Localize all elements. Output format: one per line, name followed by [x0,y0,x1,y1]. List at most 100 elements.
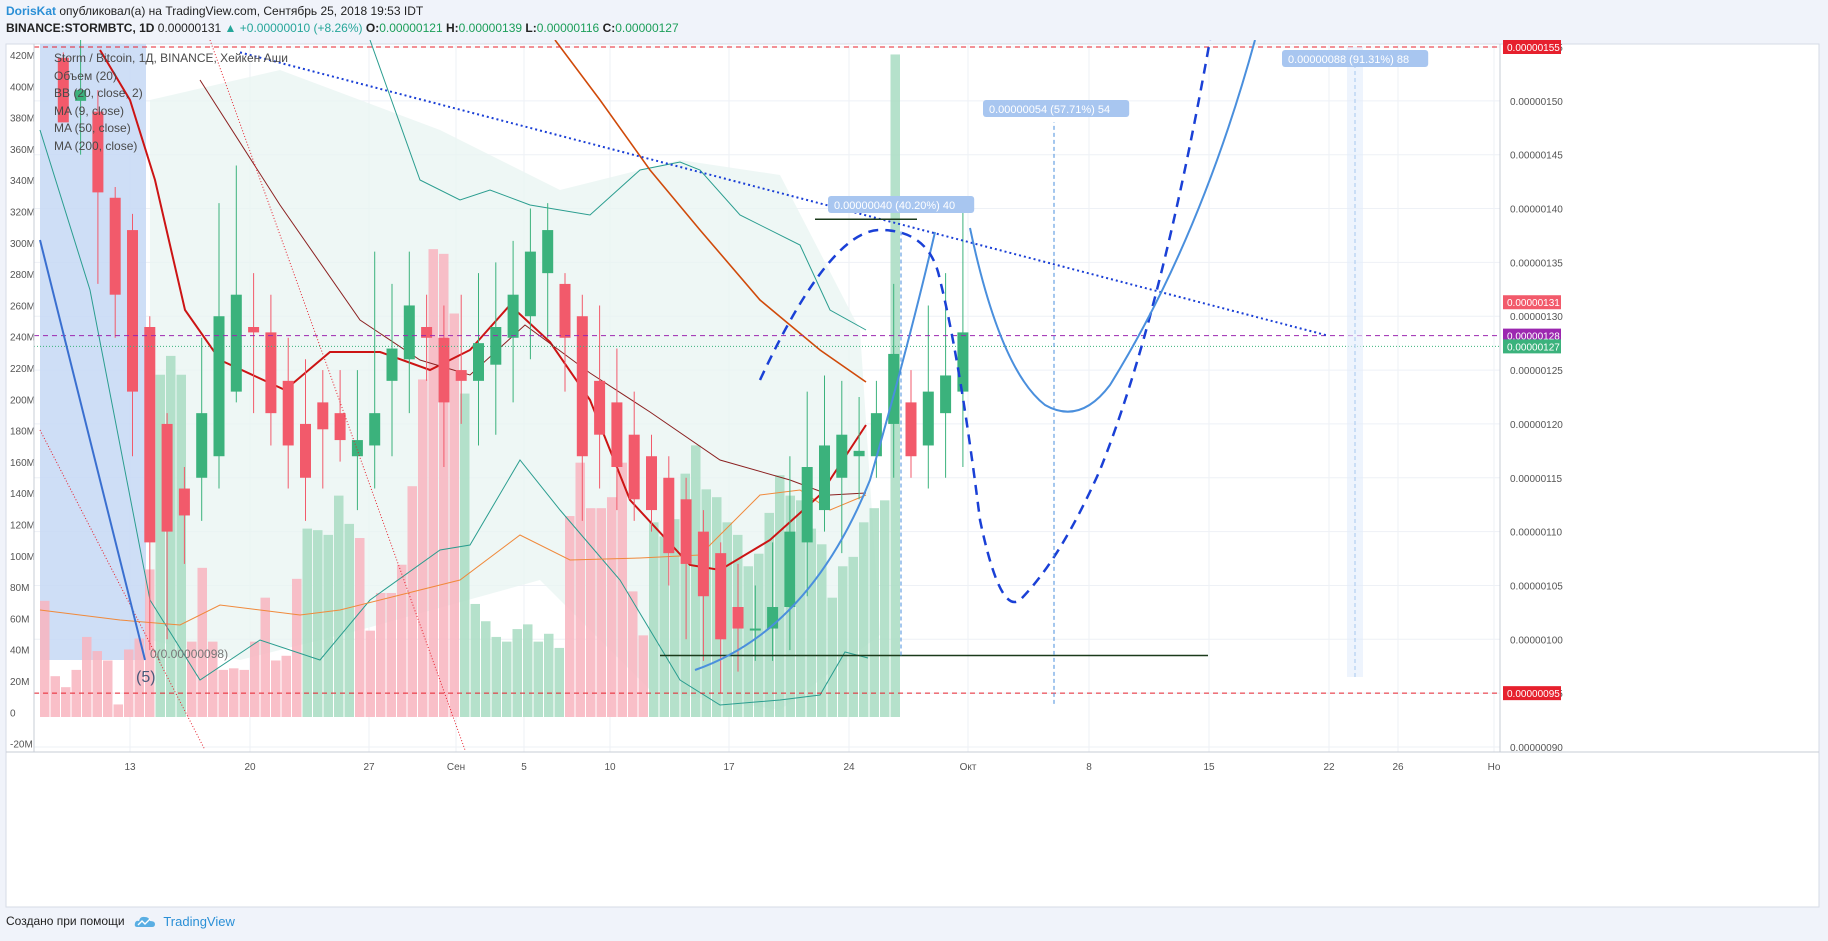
volume-tick-label: 340M [10,176,35,187]
volume-bar [638,635,648,717]
author-link[interactable]: DorisKat [6,4,57,18]
candle-body [611,402,623,467]
volume-tick-label: 120M [10,521,35,532]
volume-bar [334,495,344,717]
candles [57,40,969,694]
volume-bar [869,508,879,717]
candle-body [767,607,779,629]
candle-body [109,197,121,295]
volume-bar [302,528,312,717]
price-label-box [1503,686,1561,701]
volume-bar [260,597,270,717]
volume-tick-label: 140M [10,489,35,500]
time-tick-label: 8 [1086,762,1092,773]
candle-body [351,440,363,457]
candle-body [819,445,830,511]
volume-bar [323,534,333,717]
candle-body [870,413,882,457]
volume-bar [680,473,690,717]
close-value: 0.00000127 [615,21,679,35]
candle-body [178,488,190,516]
tradingview-cloud-icon [134,916,155,927]
price-label-text: 0.00000131 [1507,298,1560,309]
volume-tick-label: 20M [10,677,29,688]
candle-body [957,332,969,392]
legend-volume[interactable]: Объем (20) [54,69,117,83]
volume-bar [859,522,869,717]
volume-bar [806,528,816,717]
volume-bar [407,486,417,717]
legend-ma9[interactable]: MA (9, close) [54,104,124,118]
volume-bar [512,629,522,717]
candle-body [127,230,138,392]
candle-body [282,380,294,446]
bb-upper-line [369,40,867,331]
candle-body [438,337,450,403]
legend-ma200[interactable]: MA (200, close) [54,139,137,153]
ma200-line [554,40,867,383]
bb-lower-line [39,129,869,706]
time-tick-label: 13 [124,762,136,773]
low-value: 0.00000116 [536,21,600,35]
projection-drawings: 0(0.00000098) (5) 0.00000040 (40.20%) 40 0.… [34,40,1500,751]
volume-bar [365,630,375,717]
legend-bb[interactable]: BB (20, close, 2) [54,86,143,100]
volume-bar [848,556,858,717]
price-tick-label: 0.00000125 [1510,366,1563,377]
volume-bar [292,578,302,717]
candle-body [576,316,588,457]
volume-bar [386,592,396,717]
volume-bar [491,636,501,717]
wave-line [39,239,146,661]
measure-label-box [828,196,975,213]
tradingview-link[interactable]: TradingView [163,914,235,930]
volume-tick-label: 300M [10,239,35,250]
price-label-text: 0.00000095 [1507,689,1560,700]
volume-tick-label: 280M [10,270,35,281]
projection-curve [694,231,936,671]
legend-title[interactable]: Storm / Bitcoin, 1Д, BINANCE, Хейкен Аши [54,51,288,65]
close-label: C: [602,21,616,35]
candle-body [888,353,900,424]
time-tick-label: Окт [960,762,977,773]
volume-tick-label: 380M [10,114,35,125]
volume-bar [544,633,554,717]
volume-bar [124,649,134,717]
volume-bar [470,603,480,717]
time-tick-label: 24 [843,762,855,773]
volume-bar [460,393,470,717]
candle-body [853,450,865,457]
volume-bar [155,374,165,717]
price-chart[interactable]: 0(0.00000098)(5)0.00000040 (40.20%) 400.… [0,40,1828,910]
price-label-text: 0.00000128 [1507,332,1560,343]
time-tick-label: 15 [1203,762,1215,773]
volume-bar [428,249,438,717]
ma50-line [199,79,867,496]
footer: Создано при помощи TradingView [6,914,235,929]
candle-body [473,343,484,381]
volume-bar [649,522,659,717]
candle-body [507,294,519,338]
candle-body [75,90,87,101]
candle-body [161,423,173,532]
diagonal-line [39,429,206,751]
candle-body [749,628,761,631]
volume-bar [92,651,102,717]
measure-label-box [1282,50,1429,67]
volume-bar [113,704,123,717]
volume-bar [50,676,60,717]
legend-ma50[interactable]: MA (50, close) [54,121,131,135]
volume-bar [187,641,197,717]
candle-body [230,294,242,392]
measure-label-text: 0.00000054 (57.71%) 54 [989,104,1110,116]
candle-body [455,370,467,381]
volume-bar [176,374,186,717]
price-tick-label: 0.00000150 [1510,97,1563,108]
candle-body [732,607,744,629]
volume-bar [523,624,533,717]
volume-bar [439,253,449,717]
candle-body [663,477,675,554]
measure-label-text: 0.00000088 (91.31%) 88 [1288,54,1409,66]
volume-tick-label: 220M [10,364,35,375]
volume-bar [533,641,543,717]
